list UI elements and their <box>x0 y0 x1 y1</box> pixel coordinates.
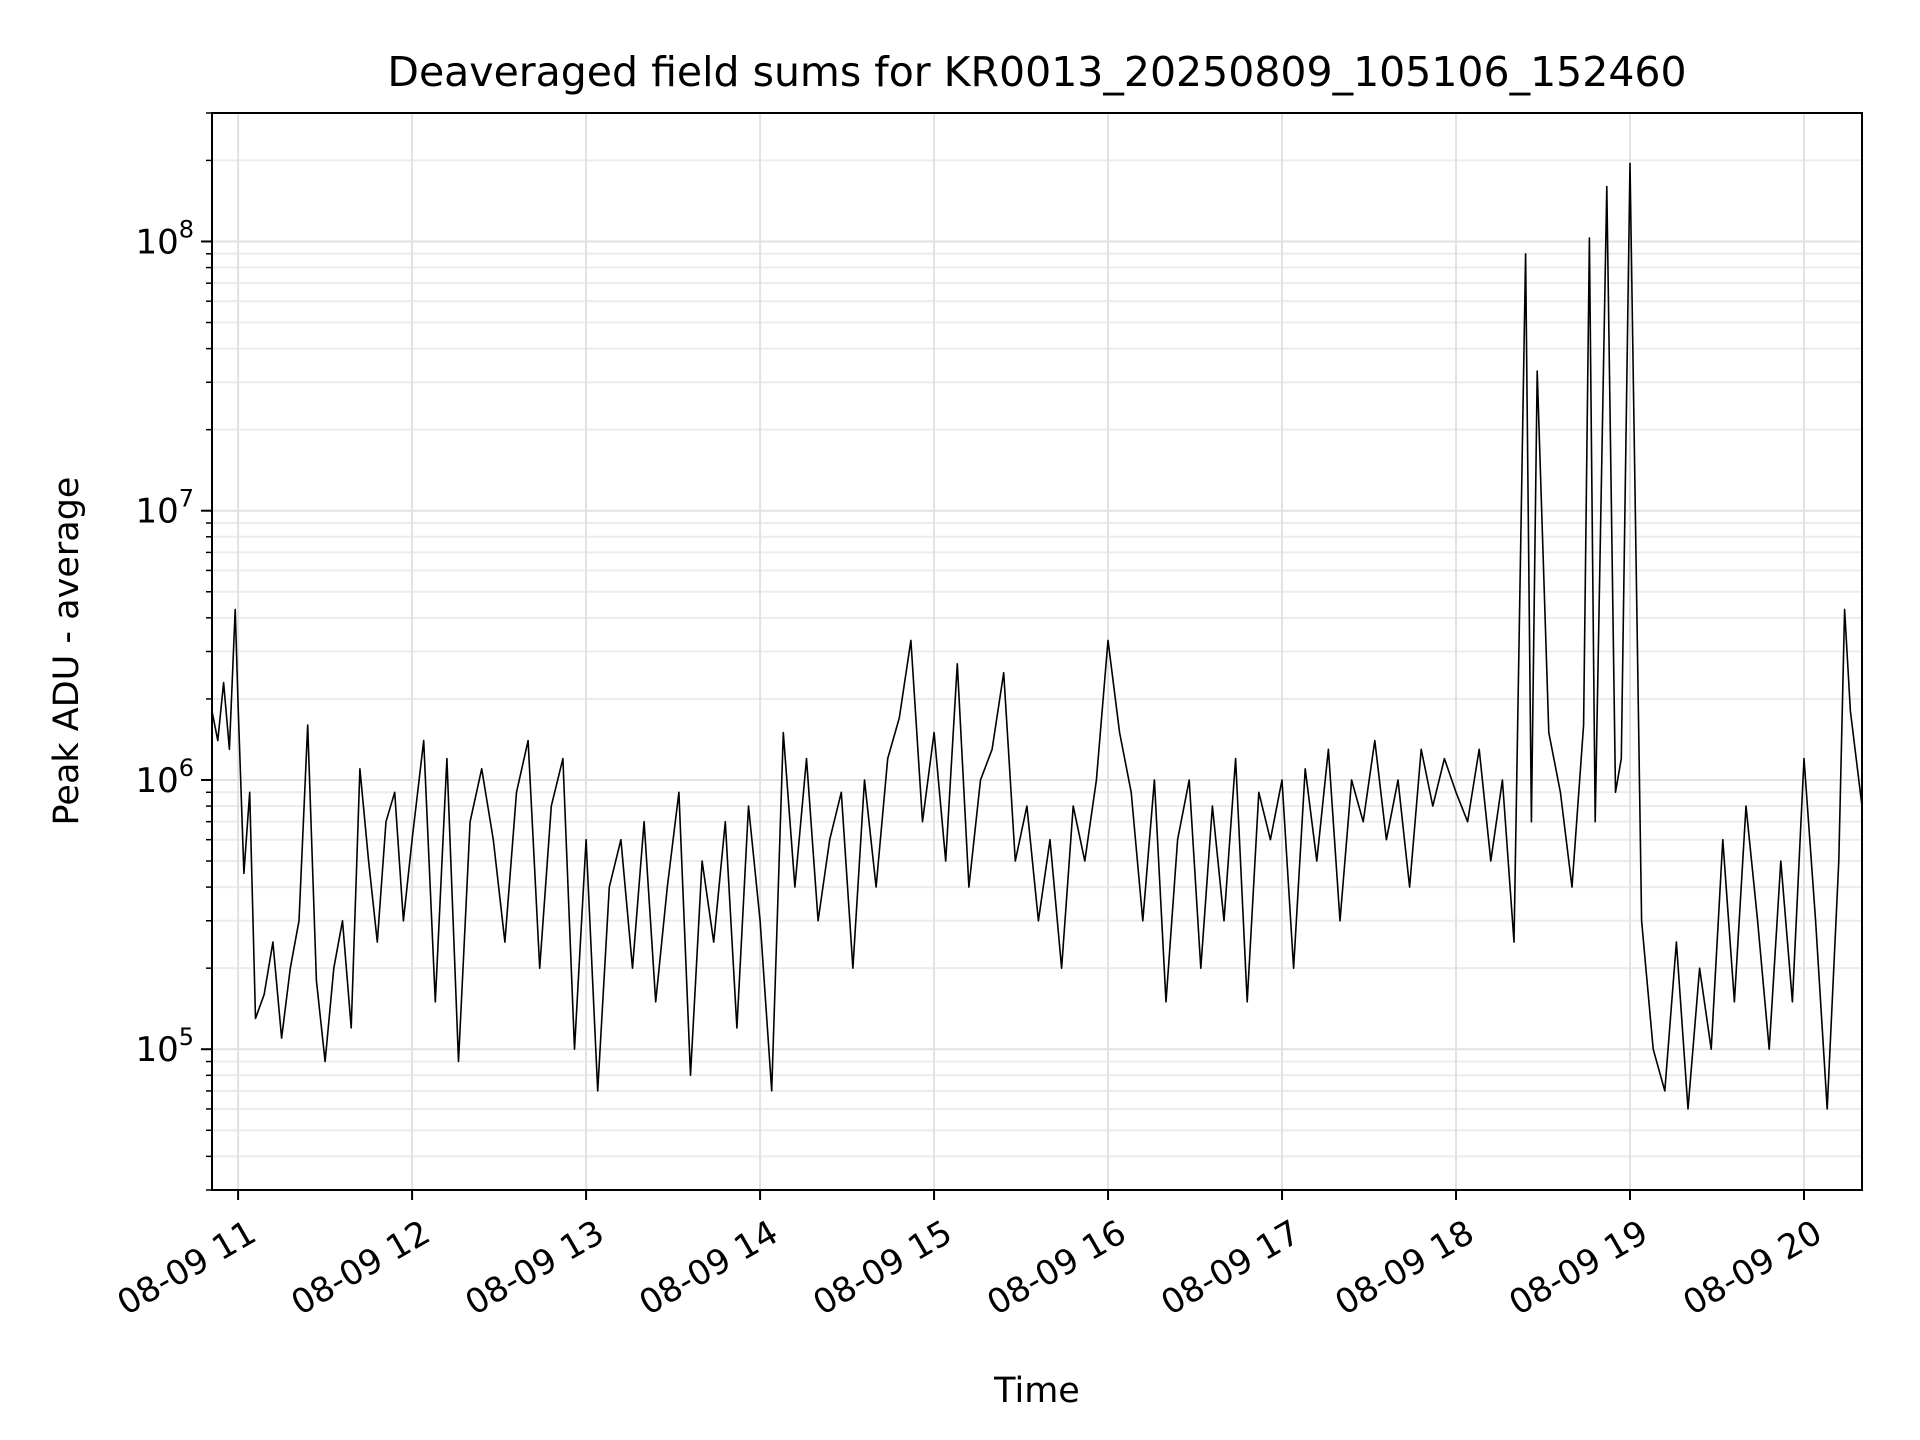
y-axis-label: Peak ADU - average <box>47 477 87 826</box>
y-tick-label-base: 10 <box>135 492 178 532</box>
x-axis-label: Time <box>993 1371 1080 1411</box>
grid <box>212 112 1862 1191</box>
series <box>211 162 1863 1110</box>
y-tick-label-exponent: 7 <box>179 485 194 513</box>
y-tick-label-base: 10 <box>135 761 178 801</box>
series-line <box>211 162 1863 1110</box>
y-tick-label-exponent: 6 <box>179 754 194 782</box>
y-tick-label: 107 <box>135 485 194 532</box>
y-tick-label: 108 <box>135 215 194 262</box>
y-tick-label-base: 10 <box>135 222 178 262</box>
y-tick-label: 105 <box>135 1023 194 1070</box>
y-tick-label-exponent: 5 <box>179 1023 194 1051</box>
chart-title: Deaveraged field sums for KR0013_2025080… <box>387 48 1686 96</box>
y-tick-label-base: 10 <box>135 1030 178 1070</box>
y-tick-label: 106 <box>135 754 194 801</box>
y-tick-label-exponent: 8 <box>179 215 194 243</box>
